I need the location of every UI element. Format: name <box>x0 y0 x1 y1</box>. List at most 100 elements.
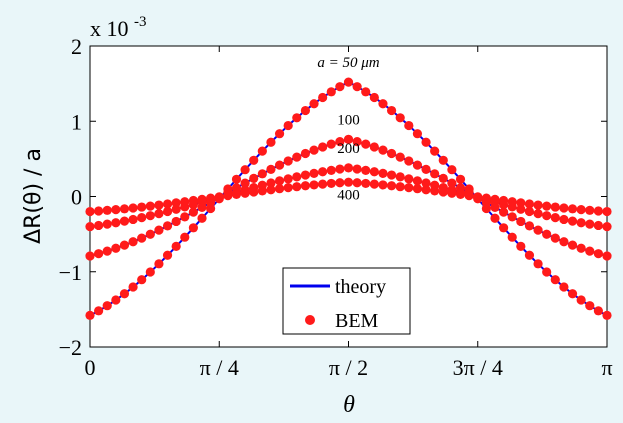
bem-point-series-0 <box>343 77 354 87</box>
bem-point-series-3 <box>102 205 112 215</box>
bem-point-series-0 <box>438 155 448 165</box>
bem-point-series-1 <box>550 233 560 243</box>
bem-point-series-2 <box>559 214 569 225</box>
bem-point-series-0 <box>171 241 181 251</box>
bem-point-series-3 <box>240 188 250 198</box>
bem-point-series-1 <box>438 173 448 183</box>
bem-point-series-3 <box>585 205 595 215</box>
bem-point-series-2 <box>154 209 164 219</box>
bem-point-series-2 <box>516 204 526 214</box>
bem-point-series-0 <box>300 105 311 116</box>
bem-point-series-2 <box>145 211 155 221</box>
y-tick-label: 2 <box>71 34 82 59</box>
bem-point-series-2 <box>395 172 405 182</box>
series-annotation-0: a = 50 μm <box>317 55 379 71</box>
bem-point-series-3 <box>593 206 603 216</box>
bem-point-series-2 <box>137 213 147 223</box>
bem-point-series-1 <box>318 142 328 152</box>
bem-point-series-3 <box>335 178 345 188</box>
bem-point-series-0 <box>361 87 371 97</box>
bem-point-series-1 <box>249 173 259 183</box>
bem-point-series-1 <box>352 136 362 147</box>
bem-point-series-3 <box>257 186 267 196</box>
legend-theory-label: theory <box>335 276 386 298</box>
bem-point-series-0 <box>524 250 535 260</box>
bem-point-series-3 <box>343 177 354 187</box>
bem-point-series-3 <box>361 178 371 189</box>
bem-point-series-2 <box>326 165 336 175</box>
bem-point-series-3 <box>292 182 302 192</box>
bem-point-series-1 <box>128 237 138 247</box>
y-tick-label: −1 <box>59 260 82 285</box>
bem-point-series-3 <box>473 192 483 202</box>
bem-point-series-3 <box>300 181 311 191</box>
bem-point-series-0 <box>231 174 242 184</box>
bem-point-series-1 <box>102 246 112 256</box>
bem-point-series-1 <box>421 164 431 174</box>
bem-point-series-1 <box>559 237 569 247</box>
bem-point-series-1 <box>188 207 198 217</box>
bem-point-series-3 <box>309 180 319 190</box>
bem-point-series-1 <box>292 152 302 162</box>
bem-point-series-2 <box>119 216 130 226</box>
bem-point-series-3 <box>542 201 552 211</box>
bem-point-series-2 <box>318 167 328 177</box>
bem-point-series-3 <box>266 185 276 195</box>
bem-point-series-3 <box>395 182 405 192</box>
bem-point-series-1 <box>585 246 595 256</box>
bem-point-series-0 <box>292 113 302 123</box>
x-tick-label: π <box>601 355 612 380</box>
bem-point-series-3 <box>369 179 379 189</box>
bem-point-series-0 <box>128 282 138 292</box>
bem-point-series-3 <box>455 189 466 200</box>
bem-point-series-3 <box>421 185 431 195</box>
bem-point-series-0 <box>85 310 95 320</box>
bem-point-series-1 <box>326 139 336 149</box>
bem-point-series-2 <box>593 220 603 231</box>
bem-point-series-3 <box>447 188 457 198</box>
bem-point-series-0 <box>455 174 466 184</box>
legend-bem-label: BEM <box>335 310 379 332</box>
bem-point-series-1 <box>94 249 104 259</box>
bem-point-series-0 <box>257 146 267 156</box>
bem-point-series-0 <box>94 306 104 316</box>
bem-point-series-0 <box>352 82 362 92</box>
bem-point-series-2 <box>567 216 578 226</box>
bem-point-series-2 <box>585 219 595 229</box>
bem-point-series-2 <box>404 174 414 184</box>
bem-point-series-1 <box>576 243 586 253</box>
bem-point-series-3 <box>197 194 207 204</box>
bem-point-series-3 <box>206 193 216 203</box>
bem-point-series-0 <box>412 129 423 139</box>
bem-point-series-0 <box>180 232 190 242</box>
bem-point-series-2 <box>162 206 173 217</box>
bem-point-series-2 <box>542 211 552 221</box>
bem-point-series-1 <box>602 251 612 261</box>
bem-point-series-3 <box>499 195 509 206</box>
bem-point-series-1 <box>507 212 517 222</box>
bem-point-series-1 <box>162 221 173 231</box>
bem-point-series-1 <box>111 243 121 253</box>
legend-box <box>282 267 411 335</box>
bem-point-series-0 <box>404 120 414 131</box>
bem-point-series-2 <box>421 178 431 188</box>
x-tick-label: π / 2 <box>329 355 368 380</box>
bem-point-series-3 <box>249 187 259 197</box>
bem-point-series-2 <box>283 174 293 184</box>
bem-point-series-1 <box>309 145 319 155</box>
bem-point-series-3 <box>524 199 535 209</box>
bem-point-series-2 <box>352 164 362 174</box>
bem-point-series-2 <box>361 165 371 175</box>
bem-point-series-1 <box>361 139 371 149</box>
bem-point-series-3 <box>464 191 474 201</box>
bem-point-series-2 <box>335 164 345 174</box>
x-tick-label: π / 4 <box>200 355 239 380</box>
y-tick-label: −2 <box>59 335 82 360</box>
bem-point-series-3 <box>516 198 526 208</box>
bem-point-series-0 <box>162 250 173 260</box>
bem-point-series-0 <box>274 129 285 139</box>
bem-point-series-3 <box>326 178 336 189</box>
bem-point-series-0 <box>386 105 397 116</box>
bem-point-series-2 <box>102 219 112 229</box>
bem-point-series-1 <box>283 156 293 166</box>
